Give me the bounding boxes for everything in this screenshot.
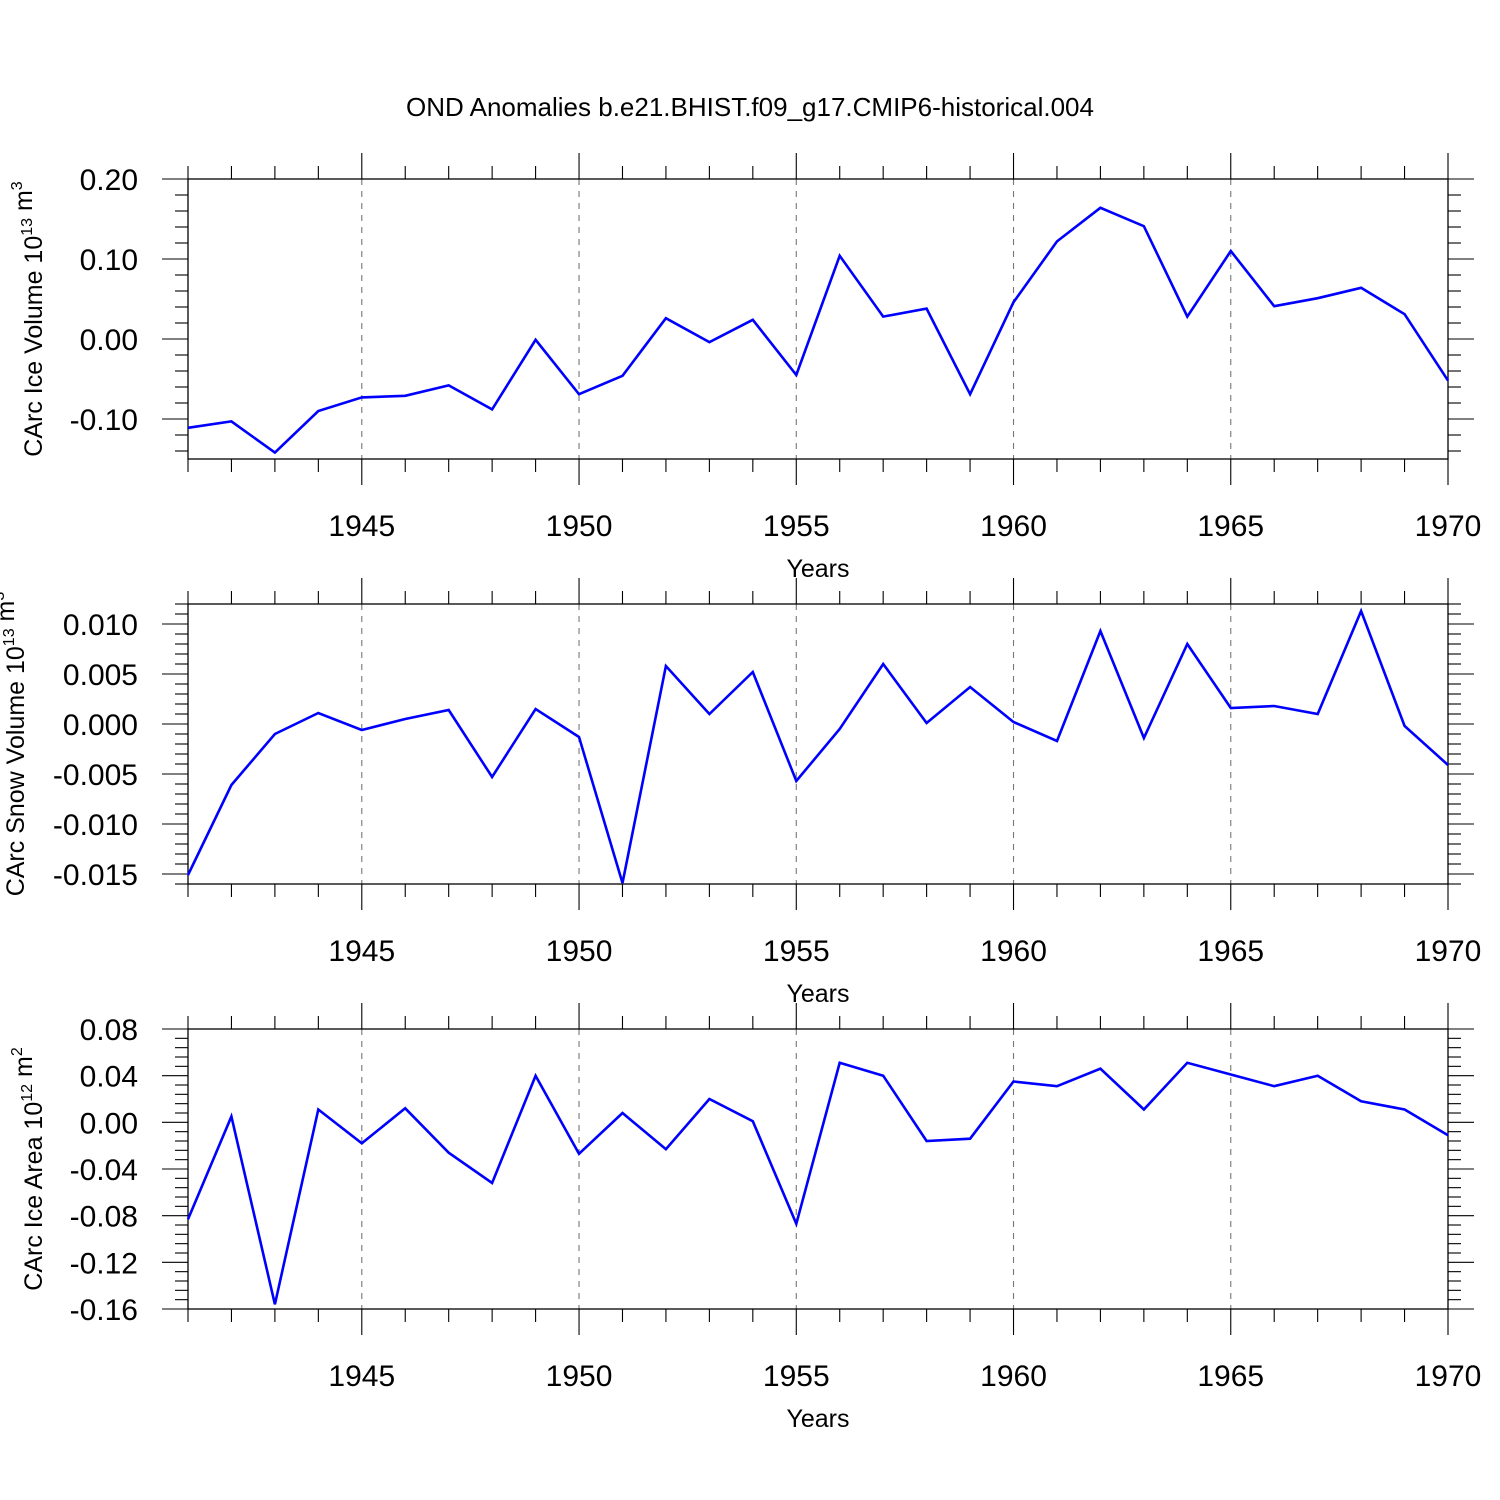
y-tick-label: 0.20 (80, 164, 138, 197)
y-axis-title: CArc Snow Volume 1013 m3 (0, 592, 30, 897)
y-tick-label: -0.005 (53, 759, 138, 792)
y-tick-label: 0.010 (63, 609, 138, 642)
y-axis-title-part: CArc Ice Volume 10 (20, 236, 48, 457)
y-tick-label: -0.16 (70, 1294, 138, 1327)
y-tick-label: 0.04 (80, 1061, 138, 1094)
plot-frame (187, 178, 1449, 460)
y-tick-label: 0.00 (80, 324, 138, 357)
y-tick-label: 0.10 (80, 244, 138, 277)
y-tick-label: -0.10 (70, 404, 138, 437)
x-tick-label: 1955 (763, 510, 830, 543)
panel-2: 1945 1950 1955 1960 1965 1970 Years -0.015 -0.01… (0, 578, 1481, 1008)
x-tick-label: 1945 (328, 510, 395, 543)
y-axis-title-superscript: 12 (19, 1084, 36, 1102)
y-axis-title: CArc Ice Volume 1013 m3 (9, 181, 48, 457)
x-tick-label: 1970 (1415, 1360, 1482, 1393)
x-axis-title: Years (786, 980, 849, 1008)
x-axis-title: Years (786, 1405, 849, 1433)
data-series-line (186, 607, 1449, 884)
y-tick-label: 0.08 (80, 1014, 138, 1047)
y-axis-title-superscript: 13 (1, 628, 18, 646)
panel-3: 1945 1950 1955 1960 1965 1970 Years -0.16 -0.12 -… (9, 1003, 1481, 1433)
x-tick-label: 1960 (980, 510, 1047, 543)
x-tick-label: 1955 (763, 1360, 830, 1393)
x-tick-label: 1960 (980, 935, 1047, 968)
y-tick-label: 0.000 (63, 709, 138, 742)
x-tick-label: 1965 (1197, 1360, 1264, 1393)
y-tick-label: 0.005 (63, 659, 138, 692)
x-tick-label: 1950 (546, 1360, 613, 1393)
y-axis-title-part: CArc Ice Area 10 (20, 1102, 48, 1291)
x-tick-label: 1955 (763, 935, 830, 968)
plot-frame (187, 1028, 1449, 1310)
y-tick-label: -0.08 (70, 1201, 138, 1234)
y-axis-title-superscript: 3 (0, 592, 8, 601)
y-axis-title-part: m (0, 601, 20, 629)
x-tick-label: 1950 (546, 510, 613, 543)
y-tick-label: -0.010 (53, 809, 138, 842)
x-tick-label: 1965 (1197, 935, 1264, 968)
data-series-line (187, 206, 1450, 455)
panel-1: 1945 1950 1955 1960 1965 1970 Years -0.10 0.00 0.… (9, 153, 1481, 583)
x-tick-label: 1970 (1415, 935, 1482, 968)
y-tick-label: -0.04 (70, 1154, 138, 1187)
x-tick-label: 1970 (1415, 510, 1482, 543)
y-tick-label: 0.00 (80, 1107, 138, 1140)
data-series-line (186, 1061, 1449, 1305)
y-tick-label: -0.015 (53, 859, 138, 892)
x-axis-title: Years (786, 555, 849, 583)
x-tick-label: 1945 (328, 935, 395, 968)
x-tick-label: 1960 (980, 1360, 1047, 1393)
x-tick-label: 1965 (1197, 510, 1264, 543)
x-tick-label: 1950 (546, 935, 613, 968)
y-tick-label: -0.12 (70, 1247, 138, 1280)
plot-frame (187, 603, 1449, 885)
y-axis-title-part: m (10, 1056, 38, 1084)
y-axis-title-part: CArc Snow Volume 10 (2, 646, 30, 896)
y-axis-title-superscript: 13 (19, 218, 36, 236)
y-axis-title-part: m (10, 190, 38, 218)
y-axis-title-superscript: 2 (9, 1047, 26, 1056)
chart-title: OND Anomalies b.e21.BHIST.f09_g17.CMIP6-… (406, 92, 1094, 122)
y-axis-title-superscript: 3 (9, 181, 26, 190)
y-axis-title: CArc Ice Area 1012 m2 (9, 1047, 48, 1291)
x-tick-label: 1945 (328, 1360, 395, 1393)
